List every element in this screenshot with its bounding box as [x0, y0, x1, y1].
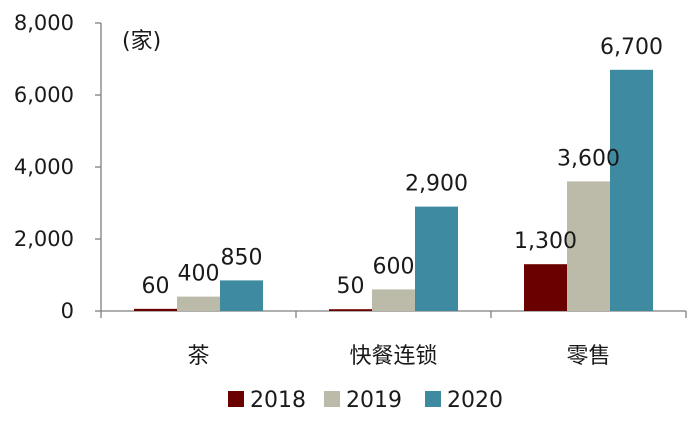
legend-label: 2018 [250, 388, 306, 413]
data-label: 1,300 [514, 229, 577, 254]
bar-2019-3 [567, 181, 610, 311]
data-label: 2,900 [405, 172, 468, 197]
y-tick-label: 2,000 [14, 227, 74, 251]
y-tick-label: 6,000 [14, 83, 74, 107]
y-tick-label: 0 [61, 299, 74, 323]
data-label: 3,600 [557, 146, 620, 171]
bar-2018-1 [134, 308, 177, 311]
bar-2020-3 [610, 69, 653, 311]
y-tick-label: 4,000 [14, 155, 74, 179]
data-label: 60 [142, 274, 170, 299]
bar-2020-1 [220, 280, 263, 311]
data-label: 6,700 [600, 35, 663, 60]
bar-2020-2 [415, 206, 458, 311]
legend-swatch-2020 [425, 391, 441, 407]
data-label: 850 [221, 245, 263, 270]
bar-2019-1 [177, 296, 220, 311]
bar-2019-2 [372, 289, 415, 311]
legend-label: 2020 [447, 388, 503, 413]
y-unit-label: (家) [122, 29, 161, 54]
y-tick-label: 8,000 [14, 11, 74, 35]
bar-2018-2 [329, 309, 372, 311]
data-label: 50 [337, 274, 365, 299]
legend-label: 2019 [346, 388, 402, 413]
x-category-label: 快餐连锁 [349, 344, 437, 369]
y-axis: 0 2,000 4,000 6,000 8,000 [14, 11, 102, 323]
x-category-label: 茶 [187, 344, 209, 369]
bars [134, 69, 653, 311]
data-label: 400 [178, 262, 220, 287]
bar-2018-3 [524, 264, 567, 311]
legend-swatch-2018 [228, 391, 244, 407]
x-category-label: 零售 [566, 344, 610, 369]
legend: 2018 2019 2020 [228, 388, 503, 413]
data-label: 600 [373, 254, 415, 279]
x-axis: 茶 快餐连锁 零售 [100, 310, 687, 369]
legend-swatch-2019 [324, 391, 340, 407]
